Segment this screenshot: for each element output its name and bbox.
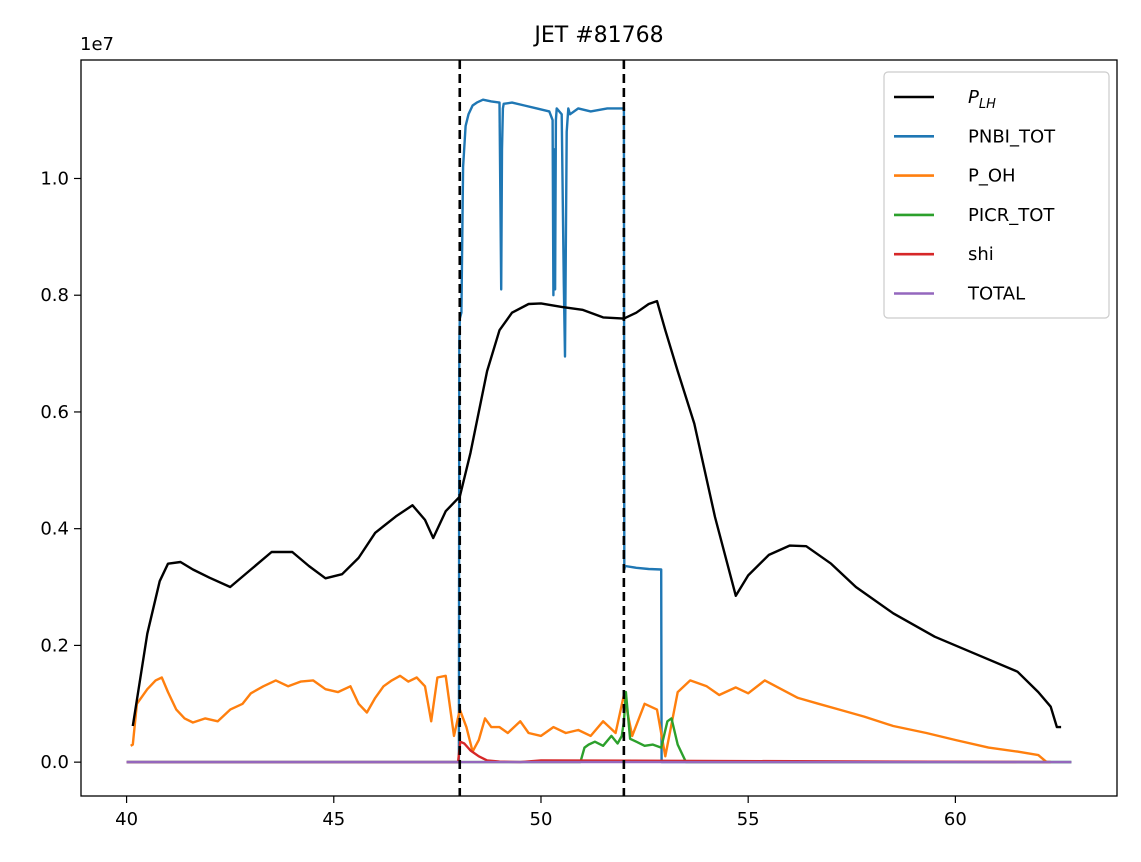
series-line-picr-tot — [126, 690, 1072, 764]
legend-label: PICR_TOT — [968, 205, 1055, 226]
legend-label: PLH — [968, 87, 996, 112]
plot-area: 40 45 50 55 60 0.0 0.2 0.4 0.6 0.8 1.0 — [40, 59, 1118, 830]
y-tick-label: 0.0 — [40, 752, 69, 773]
y-axis: 0.0 0.2 0.4 0.6 0.8 1.0 — [40, 168, 81, 773]
x-axis: 40 45 50 55 60 — [115, 796, 967, 830]
y-tick-label: 1.0 — [40, 168, 69, 189]
legend-frame — [883, 71, 1110, 319]
y-tick-label: 0.2 — [40, 635, 69, 656]
plot-frame — [80, 59, 1118, 797]
legend-label: PNBI_TOT — [968, 126, 1056, 147]
y-tick-label: 0.8 — [40, 285, 69, 306]
chart-title: JET #81768 — [532, 23, 663, 48]
x-tick-label: 45 — [322, 809, 345, 830]
legend-label: TOTAL — [967, 284, 1025, 305]
x-tick-label: 55 — [737, 809, 760, 830]
series-line-p-lh — [131, 299, 1062, 729]
legend-label: shi — [968, 244, 994, 265]
x-tick-label: 50 — [530, 809, 553, 830]
y-offset-label: 1e7 — [80, 34, 114, 55]
y-tick-label: 0.6 — [40, 402, 69, 423]
x-tick-label: 40 — [115, 809, 138, 830]
x-tick-label: 60 — [944, 809, 967, 830]
vertical-lines — [458, 60, 626, 796]
legend-label: P_OH — [968, 166, 1016, 187]
y-tick-label: 0.4 — [40, 519, 69, 540]
